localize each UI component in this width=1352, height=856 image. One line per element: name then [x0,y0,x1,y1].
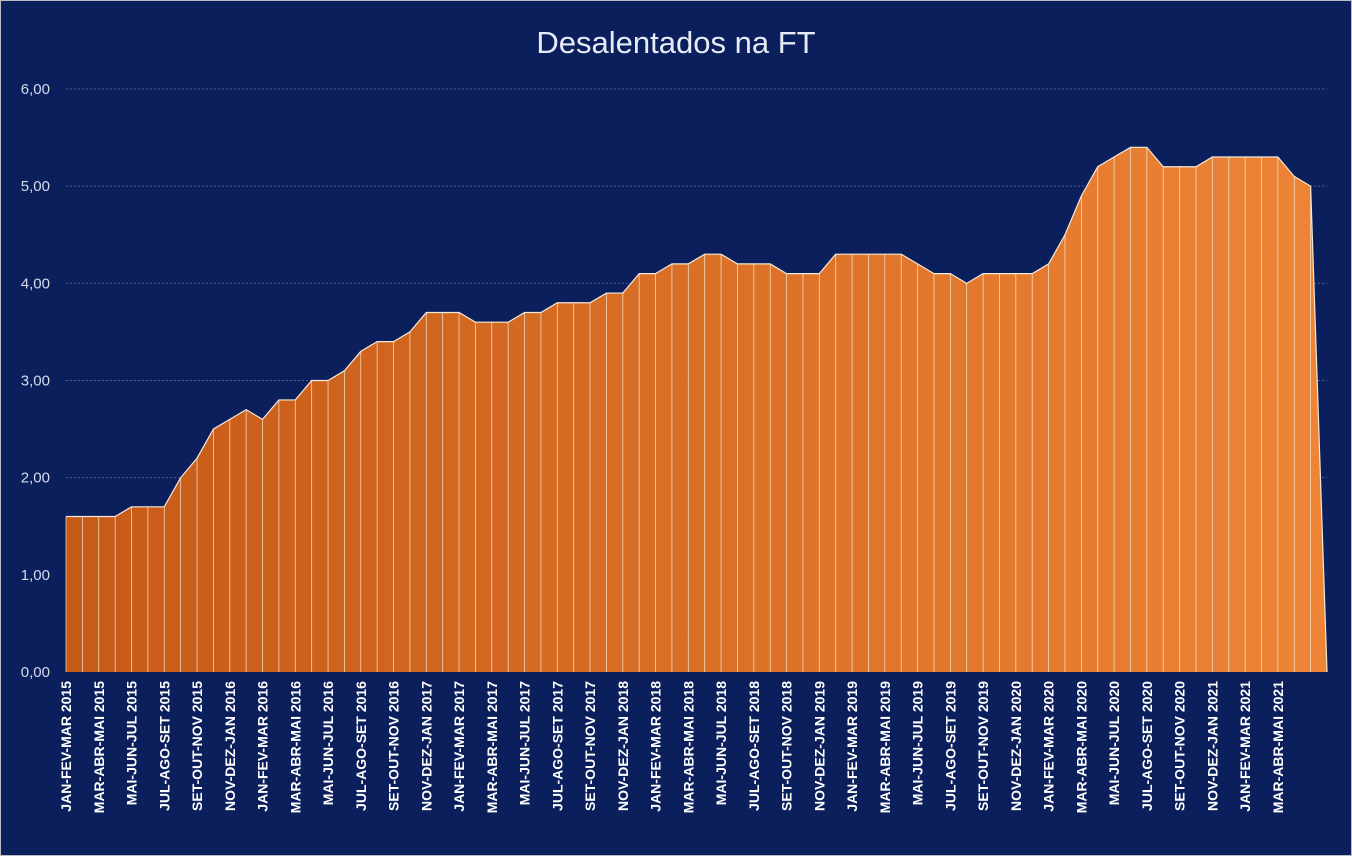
x-tick-label: MAR-ABR-MAI 2015 [91,681,107,813]
x-tick-label: JAN-FEV-MAR 2019 [844,681,860,812]
x-tick-label: NOV-DEZ-JAN 2020 [1008,681,1024,811]
x-tick-label: JUL-AGO-SET 2016 [353,681,369,811]
plot-area [65,146,1328,673]
x-tick-label: MAR-ABR-MAI 2021 [1270,681,1286,813]
x-tick-label: SET-OUT-NOV 2016 [386,681,402,811]
x-tick-label: JAN-FEV-MAR 2021 [1237,681,1253,812]
x-tick-label: NOV-DEZ-JAN 2018 [615,681,631,811]
x-tick-label: MAR-ABR-MAI 2017 [484,681,500,813]
x-tick-label: SET-OUT-NOV 2015 [189,681,205,811]
x-tick-label: JUL-AGO-SET 2018 [746,681,762,811]
x-tick-label: NOV-DEZ-JAN 2019 [811,681,827,811]
y-axis: 0,00 1,00 2,00 3,00 4,00 5,00 6,00 [21,81,50,681]
x-tick-label: JAN-FEV-MAR 2016 [255,681,271,812]
area-series [66,147,1327,673]
chart-title: Desalentados na FT [536,25,815,60]
x-tick-label: MAR-ABR-MAI 2018 [680,681,696,813]
x-tick-label: JAN-FEV-MAR 2017 [451,681,467,812]
x-tick-label: SET-OUT-NOV 2017 [582,681,598,811]
x-tick-label: MAI-JUN-JUL 2015 [124,681,140,805]
y-tick-label: 5,00 [21,178,50,195]
x-tick-label: JUL-AGO-SET 2015 [156,681,172,811]
x-tick-label: SET-OUT-NOV 2018 [779,681,795,811]
series-outline [66,146,1328,673]
y-tick-label: 4,00 [21,275,50,292]
x-tick-label: JAN-FEV-MAR 2018 [648,681,664,812]
x-tick-label: NOV-DEZ-JAN 2016 [222,681,238,811]
y-tick-label: 3,00 [21,373,50,390]
x-tick-label: JUL-AGO-SET 2017 [549,681,565,811]
x-tick-label: SET-OUT-NOV 2019 [975,681,991,811]
x-tick-label: JUL-AGO-SET 2020 [1139,681,1155,811]
x-axis: JAN-FEV-MAR 2015 MAR-ABR-MAI 2015 MAI-JUN-… [58,681,1286,813]
x-tick-label: MAI-JUN-JUL 2019 [910,681,926,805]
x-tick-label: MAI-JUN-JUL 2018 [713,681,729,805]
x-tick-label: JUL-AGO-SET 2019 [942,681,958,811]
y-tick-label: 0,00 [21,664,50,681]
x-tick-label: MAR-ABR-MAI 2016 [287,681,303,813]
x-tick-label: NOV-DEZ-JAN 2021 [1204,681,1220,811]
x-tick-label: NOV-DEZ-JAN 2017 [418,681,434,811]
x-tick-label: MAR-ABR-MAI 2019 [877,681,893,813]
y-tick-label: 2,00 [21,470,50,487]
x-tick-label: JAN-FEV-MAR 2015 [58,681,74,812]
y-tick-label: 6,00 [21,81,50,98]
x-tick-label: MAI-JUN-JUL 2016 [320,681,336,805]
x-tick-label: MAI-JUN-JUL 2017 [517,681,533,805]
x-tick-label: SET-OUT-NOV 2020 [1172,681,1188,811]
x-tick-label: MAR-ABR-MAI 2020 [1073,681,1089,813]
y-tick-label: 1,00 [21,567,50,584]
x-tick-label: MAI-JUN-JUL 2020 [1106,681,1122,805]
x-tick-label: JAN-FEV-MAR 2020 [1041,681,1057,812]
